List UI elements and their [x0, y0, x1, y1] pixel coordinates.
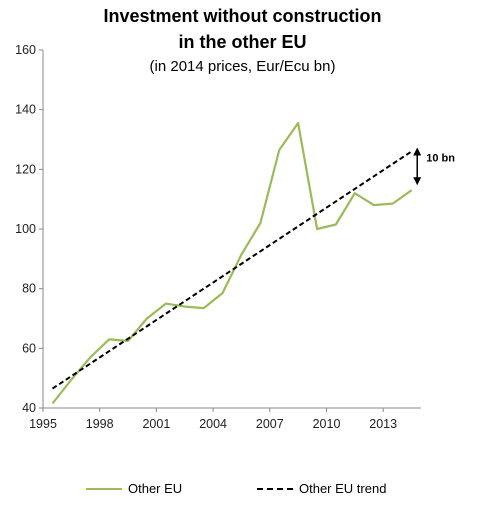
y-tick-label: 60 — [22, 341, 36, 355]
chart-subtitle: (in 2014 prices, Eur/Ecu bn) — [149, 58, 336, 75]
y-tick-label: 80 — [22, 282, 36, 296]
series-line-other-eu-trend — [51, 150, 413, 390]
y-tick-label: 120 — [15, 162, 36, 176]
legend-label-other-eu-trend: Other EU trend — [299, 481, 387, 496]
x-tick-label: 2010 — [313, 417, 341, 431]
series-line-other-eu — [51, 121, 413, 405]
chart-title-line-1: Investment without construction — [103, 6, 382, 26]
annotation-label: 10 bn — [426, 152, 455, 164]
x-tick-label: 2004 — [199, 417, 227, 431]
chart-title-line-2: in the other EU — [178, 32, 307, 52]
x-tick-label: 2013 — [369, 417, 397, 431]
x-tick-label: 1995 — [29, 417, 57, 431]
legend-swatch-other-eu — [86, 487, 122, 490]
x-tick-label: 2007 — [256, 417, 284, 431]
y-tick-label: 40 — [22, 401, 36, 415]
legend-label-other-eu: Other EU — [128, 481, 183, 496]
y-tick-label: 160 — [15, 43, 36, 57]
y-tick-label: 100 — [15, 222, 36, 236]
legend-swatch-other-eu-trend — [257, 487, 293, 490]
x-tick-label: 2001 — [142, 417, 170, 431]
legend-entry-other-eu: Other EU — [86, 481, 182, 496]
x-tick-label: 1998 — [86, 417, 114, 431]
y-tick-label: 140 — [15, 103, 36, 117]
legend-entry-other-eu-trend: Other EU trend — [257, 481, 386, 496]
